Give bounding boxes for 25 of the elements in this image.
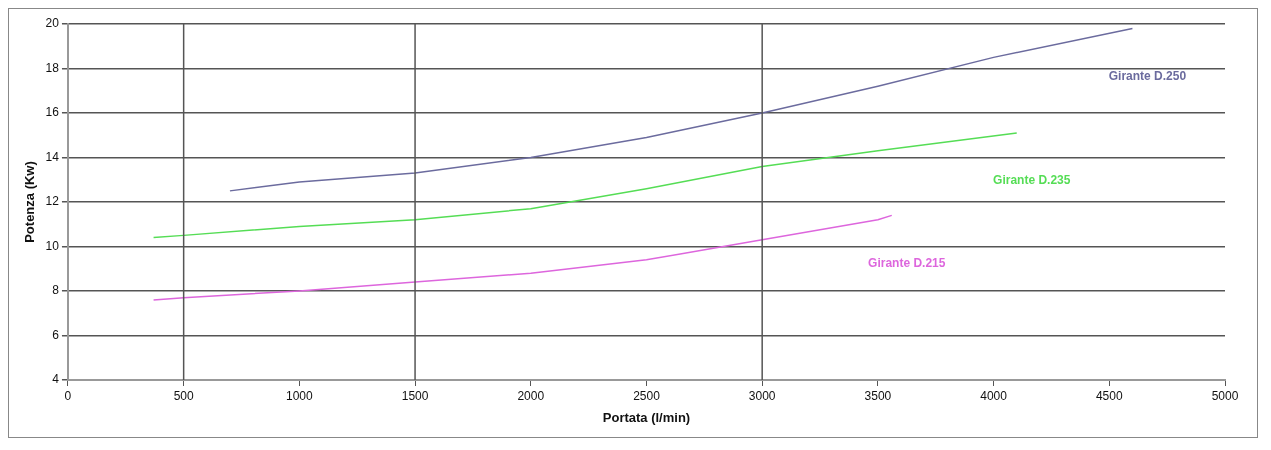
text: Girante D.215: [868, 255, 946, 270]
x-tick-label: 3000: [748, 388, 776, 403]
y-tick-label: 8: [52, 283, 60, 298]
y-tick-label: 10: [45, 238, 60, 253]
x-tick-label: 1000: [286, 388, 314, 403]
x-tick-label: 1500: [401, 388, 429, 403]
x-axis-title: Portata (l/min): [602, 409, 691, 425]
x-tick-label: 5000: [1211, 388, 1239, 403]
y-tick-label: 18: [45, 60, 60, 75]
text: Girante D.250: [1108, 68, 1187, 83]
x-tick-label: 3500: [864, 388, 892, 403]
x-tick-label: 4500: [1095, 388, 1123, 403]
x-tick-label: 0: [64, 388, 72, 403]
x-tick-label: 4000: [980, 388, 1008, 403]
text: Girante D.235: [993, 173, 1071, 188]
y-tick-label: 12: [45, 194, 60, 209]
x-tick-label: 500: [173, 388, 194, 403]
y-tick-label: 4: [52, 372, 60, 387]
y-tick-label: 20: [45, 16, 60, 31]
y-tick-label: 14: [45, 149, 60, 164]
y-axis-title: Potenza (Kw): [22, 161, 38, 243]
y-tick-label: 16: [45, 105, 60, 120]
x-tick-label: 2500: [633, 388, 661, 403]
y-tick-label: 6: [52, 327, 60, 342]
x-tick-label: 2000: [517, 388, 545, 403]
